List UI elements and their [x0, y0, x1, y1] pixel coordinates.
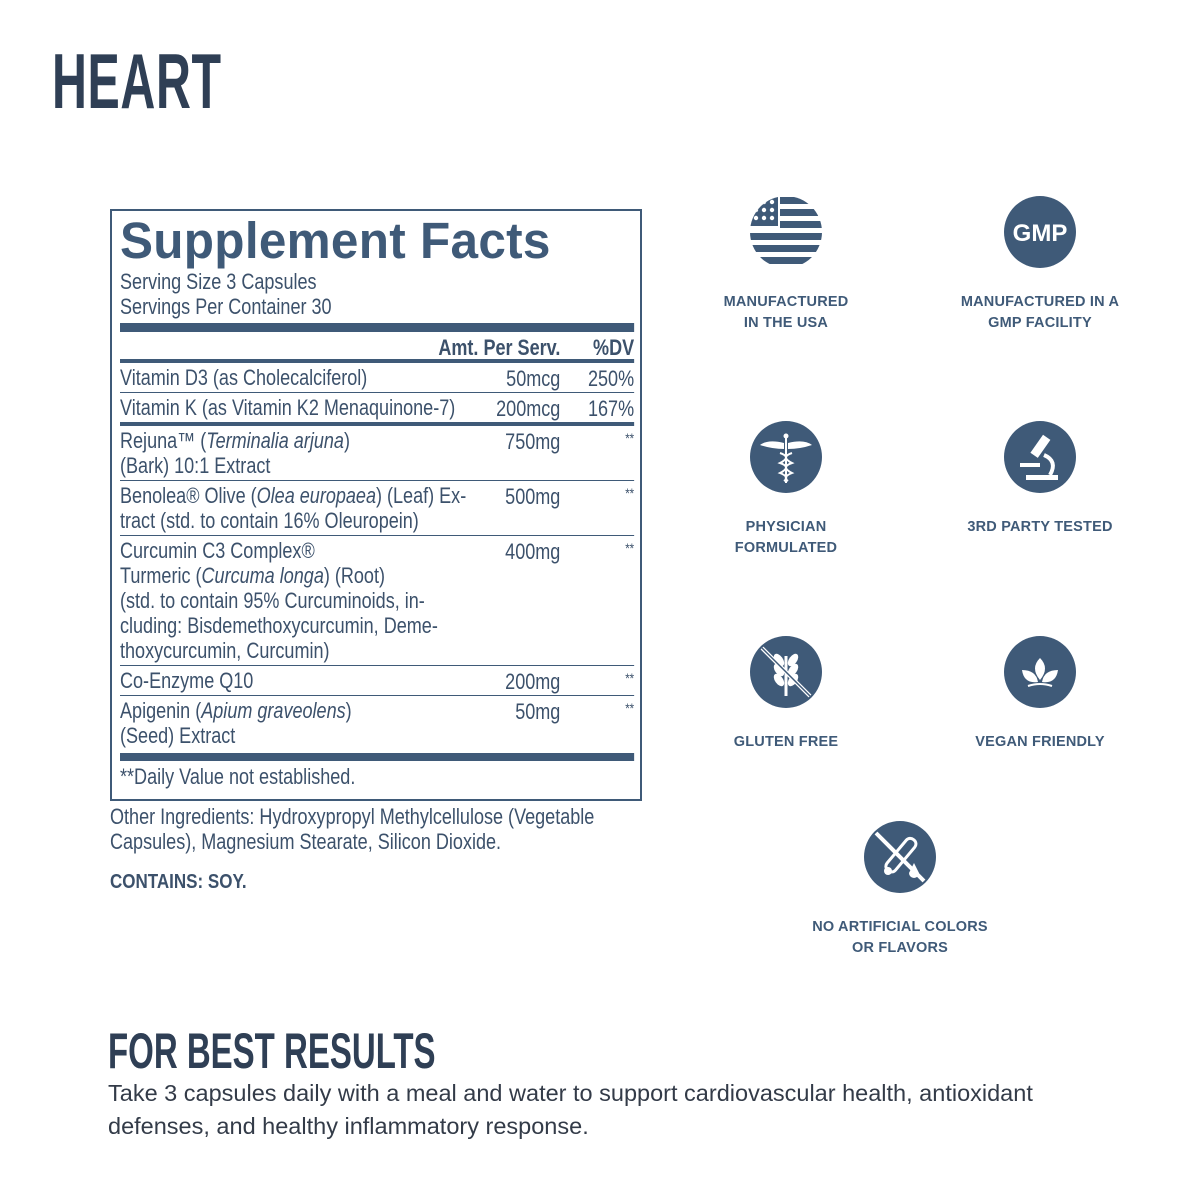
- other-ingredients-line: Other Ingredients: Hydroxypropyl Methylc…: [110, 804, 595, 829]
- serving-size: Serving Size 3 Capsules: [120, 269, 317, 294]
- row-divider: [120, 480, 635, 481]
- badge-label: NO ARTIFICIAL COLORS OR FLAVORS: [812, 919, 988, 956]
- nutrient-name: Benolea® Olive (Olea europaea) (Leaf) Ex…: [120, 483, 467, 533]
- nutrient-row: Benolea® Olive (Olea europaea) (Leaf) Ex…: [120, 481, 634, 535]
- nutrient-row: Vitamin D3 (as Cholecalciferol) 50mcg 250%: [120, 363, 634, 392]
- microscope-icon: [1004, 421, 1076, 493]
- badge-gluten-free: GLUTEN FREE: [656, 636, 916, 753]
- badge-label: GLUTEN FREE: [733, 734, 839, 750]
- amount: 50mg: [515, 699, 561, 724]
- best-results-heading: FOR BEST RESULTS: [108, 1023, 436, 1079]
- amount: 50mcg: [506, 366, 561, 391]
- header-dv: %DV: [593, 335, 635, 360]
- amount: 400mg: [505, 539, 561, 564]
- row-divider: [120, 665, 635, 666]
- amount: 200mg: [505, 669, 561, 694]
- other-ingredients: Other Ingredients: Hydroxypropyl Methylc…: [110, 804, 643, 854]
- nutrient-name: Apigenin (Apium graveolens) (Seed) Extrac…: [120, 698, 352, 748]
- daily-value: **: [625, 485, 635, 501]
- us-flag-icon: [750, 196, 822, 268]
- thick-divider: [120, 323, 635, 332]
- nutrient-name: Vitamin D3 (as Cholecalciferol): [120, 365, 368, 390]
- supplement-facts-panel: Supplement Facts Serving Size 3 Capsules…: [110, 209, 642, 801]
- nutrient-rows: Vitamin D3 (as Cholecalciferol) 50mcg 250%…: [120, 363, 635, 750]
- nutrient-row: Vitamin K (as Vitamin K2 Menaquinone-7) 2…: [120, 393, 634, 422]
- row-divider: [120, 422, 635, 426]
- badge-label: MANUFACTURED IN A GMP FACILITY: [960, 294, 1120, 331]
- daily-value: **: [625, 540, 635, 556]
- badge-gmp: GMP MANUFACTURED IN A GMP FACILITY: [910, 196, 1170, 334]
- badge-no-artificial: NO ARTIFICIAL COLORS OR FLAVORS: [770, 821, 1030, 959]
- nutrient-row: Rejuna™ (Terminalia arjuna) (Bark) 10:1 E…: [120, 426, 634, 480]
- badge-microscope: 3RD PARTY TESTED: [910, 421, 1170, 538]
- daily-value: **: [625, 700, 635, 716]
- row-divider: [120, 392, 635, 393]
- badge-label: PHYSICIAN FORMULATED: [734, 519, 838, 556]
- badge-label: MANUFACTURED IN THE USA: [723, 294, 849, 331]
- vegan-leaf-icon: [1004, 636, 1076, 708]
- nutrient-name: Vitamin K (as Vitamin K2 Menaquinone-7): [120, 395, 456, 420]
- row-divider: [120, 695, 635, 696]
- row-divider: [120, 535, 635, 536]
- daily-value: 250%: [587, 366, 635, 391]
- thick-divider: [120, 753, 635, 761]
- daily-value: **: [625, 670, 635, 686]
- divider: [120, 359, 635, 363]
- nutrient-row: Apigenin (Apium graveolens) (Seed) Extrac…: [120, 696, 634, 750]
- nutrient-name: Curcumin C3 Complex® Turmeric (Curcuma lo…: [120, 538, 438, 663]
- footnote: **Daily Value not established.: [120, 764, 356, 789]
- nutrient-row: Co-Enzyme Q10 200mg **: [120, 666, 634, 695]
- badge-label: 3RD PARTY TESTED: [967, 519, 1113, 535]
- column-header: Amt. Per Serv. %DV: [120, 332, 635, 360]
- badge-us-flag: MANUFACTURED IN THE USA: [656, 196, 916, 334]
- daily-value: **: [625, 430, 635, 446]
- badge-vegan-leaf: VEGAN FRIENDLY: [910, 636, 1170, 753]
- no-artificial-icon: [864, 821, 936, 893]
- gluten-free-icon: [750, 636, 822, 708]
- nutrient-name: Co-Enzyme Q10: [120, 668, 254, 693]
- header-amount: Amt. Per Serv.: [438, 335, 561, 360]
- amount: 200mcg: [496, 396, 561, 421]
- svg-text:GMP: GMP: [1013, 220, 1068, 247]
- facts-title: Supplement Facts: [120, 212, 551, 269]
- allergen-statement: CONTAINS: SOY.: [110, 871, 247, 893]
- badge-caduceus: PHYSICIAN FORMULATED: [656, 421, 916, 559]
- caduceus-icon: [750, 421, 822, 493]
- amount: 500mg: [505, 484, 561, 509]
- daily-value: 167%: [587, 396, 635, 421]
- gmp-icon: GMP: [1004, 196, 1076, 268]
- other-ingredients-line: Capsules), Magnesium Stearate, Silicon D…: [110, 829, 502, 854]
- nutrient-name: Rejuna™ (Terminalia arjuna) (Bark) 10:1 E…: [120, 428, 350, 478]
- amount: 750mg: [505, 429, 561, 454]
- best-results-text: Take 3 capsules daily with a meal and wa…: [108, 1080, 1033, 1139]
- badge-label: VEGAN FRIENDLY: [975, 734, 1105, 750]
- servings-per-container: Servings Per Container 30: [120, 294, 332, 319]
- nutrient-row: Curcumin C3 Complex® Turmeric (Curcuma lo…: [120, 536, 634, 665]
- product-title: HEART: [52, 37, 222, 125]
